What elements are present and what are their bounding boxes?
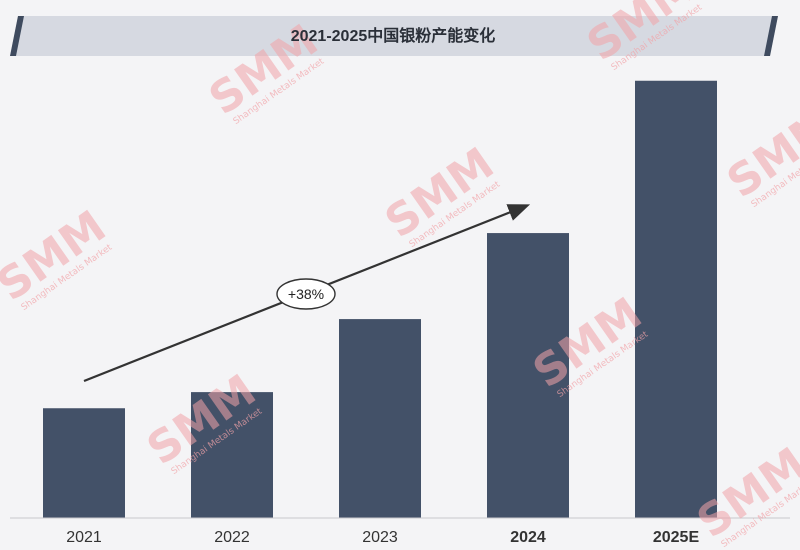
trend-annotation: +38% bbox=[83, 204, 531, 383]
growth-badge bbox=[276, 278, 336, 310]
title-banner-fill bbox=[10, 16, 778, 56]
title-banner bbox=[10, 16, 778, 56]
bars-group bbox=[10, 80, 790, 519]
category-label-2021: 2021 bbox=[66, 529, 102, 546]
category-label-2022: 2022 bbox=[214, 529, 250, 546]
watermark-brand: SMM bbox=[718, 98, 800, 208]
growth-label: +38% bbox=[288, 286, 324, 302]
bar-2022 bbox=[191, 392, 273, 518]
category-label-2025E: 2025E bbox=[653, 529, 700, 546]
category-label-2024: 2024 bbox=[510, 529, 546, 546]
title-banner-left-edge bbox=[10, 16, 24, 56]
bar-2023 bbox=[339, 319, 421, 518]
chart-title: 2021-2025中国银粉产能变化 bbox=[290, 28, 496, 45]
bar-2025E bbox=[635, 80, 717, 518]
bar-2024 bbox=[487, 233, 569, 518]
category-labels-group: 2021 2022 2023 2024 2025E bbox=[66, 529, 699, 546]
title-banner-right-edge bbox=[764, 16, 778, 56]
bar-2021 bbox=[43, 408, 125, 518]
category-label-2023: 2023 bbox=[362, 529, 398, 546]
